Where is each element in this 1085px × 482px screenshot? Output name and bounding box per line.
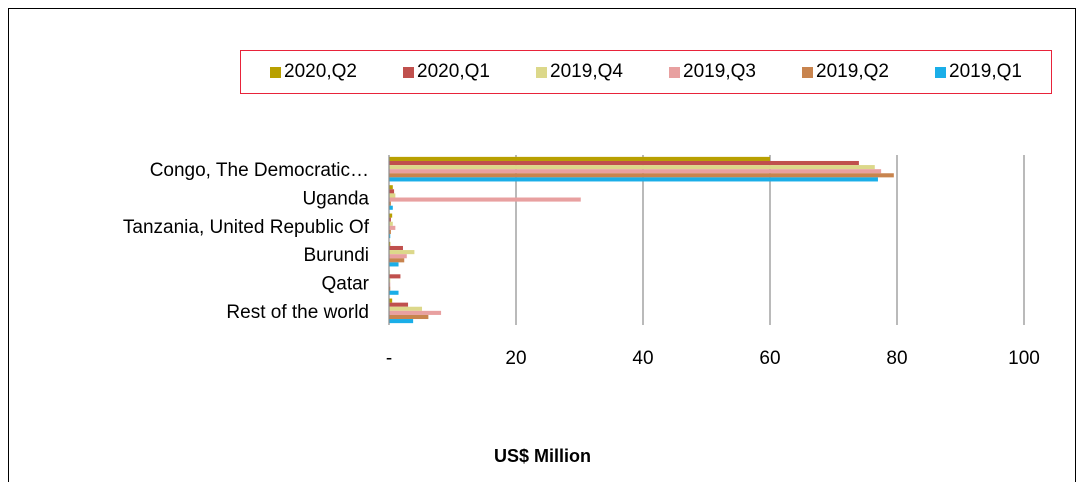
legend-label: 2019,Q1 — [949, 61, 1022, 82]
x-tick-label: 60 — [759, 348, 780, 369]
bar — [389, 319, 414, 324]
bar — [389, 156, 770, 161]
bar — [389, 193, 396, 198]
x-tick-label: 100 — [1008, 348, 1040, 369]
category-label: Burundi — [304, 245, 370, 266]
bar — [389, 282, 391, 287]
legend-item: 2020,Q2 — [270, 61, 357, 83]
bar — [389, 213, 393, 218]
x-tick-label: 80 — [886, 348, 907, 369]
bar — [389, 310, 442, 315]
legend-label: 2019,Q4 — [550, 61, 623, 82]
bar — [389, 229, 391, 235]
bar — [389, 241, 391, 246]
bar — [389, 169, 882, 174]
bar — [389, 234, 391, 239]
legend-item: 2019,Q2 — [802, 61, 889, 83]
bar — [389, 306, 423, 311]
bar — [389, 286, 391, 291]
legend-label: 2020,Q2 — [284, 61, 357, 82]
bar — [389, 201, 391, 206]
bar — [389, 258, 405, 263]
bar — [389, 197, 581, 202]
legend-swatch — [270, 66, 282, 78]
bar — [389, 254, 407, 259]
bar — [389, 173, 894, 178]
bar — [389, 185, 393, 190]
chart-area — [8, 8, 1076, 482]
category-label: Qatar — [321, 274, 369, 295]
x-tick-label: 20 — [505, 348, 526, 369]
bar — [389, 290, 399, 295]
legend-swatch — [669, 66, 681, 78]
bar — [389, 165, 875, 170]
legend-swatch — [935, 66, 947, 78]
category-label: Rest of the world — [226, 302, 369, 323]
legend-item: 2020,Q1 — [403, 61, 490, 83]
x-axis-label: US$ Million — [493, 446, 591, 466]
bar — [389, 250, 415, 255]
legend-swatch — [802, 66, 814, 78]
bar — [389, 160, 859, 166]
legend: 2020,Q2 2020,Q1 2019,Q4 2019,Q3 2019,Q2 2019,… — [240, 50, 1052, 94]
legend-swatch — [536, 66, 548, 78]
x-tick-label: 40 — [632, 348, 653, 369]
category-label: Uganda — [302, 189, 369, 210]
legend-label: 2020,Q1 — [417, 61, 490, 82]
bar — [389, 314, 429, 320]
x-tick-label: - — [386, 348, 392, 369]
bar — [389, 189, 395, 194]
legend-label: 2019,Q2 — [816, 61, 889, 82]
bar — [389, 225, 396, 230]
bar — [389, 205, 393, 210]
bar — [389, 262, 399, 267]
legend-swatch — [403, 66, 415, 78]
bar — [389, 278, 391, 283]
category-label: Tanzania, United Republic Of — [123, 217, 370, 238]
bar — [389, 274, 401, 279]
bar — [389, 221, 393, 226]
legend-label: 2019,Q3 — [683, 61, 756, 82]
legend-item: 2019,Q4 — [536, 61, 623, 83]
category-label: Congo, The Democratic… — [150, 160, 369, 181]
legend-item: 2019,Q3 — [669, 61, 756, 83]
bar — [389, 177, 878, 182]
bar — [389, 245, 403, 251]
bar — [389, 298, 393, 303]
bar — [389, 302, 409, 307]
bar — [389, 217, 391, 222]
legend-item: 2019,Q1 — [935, 61, 1022, 83]
